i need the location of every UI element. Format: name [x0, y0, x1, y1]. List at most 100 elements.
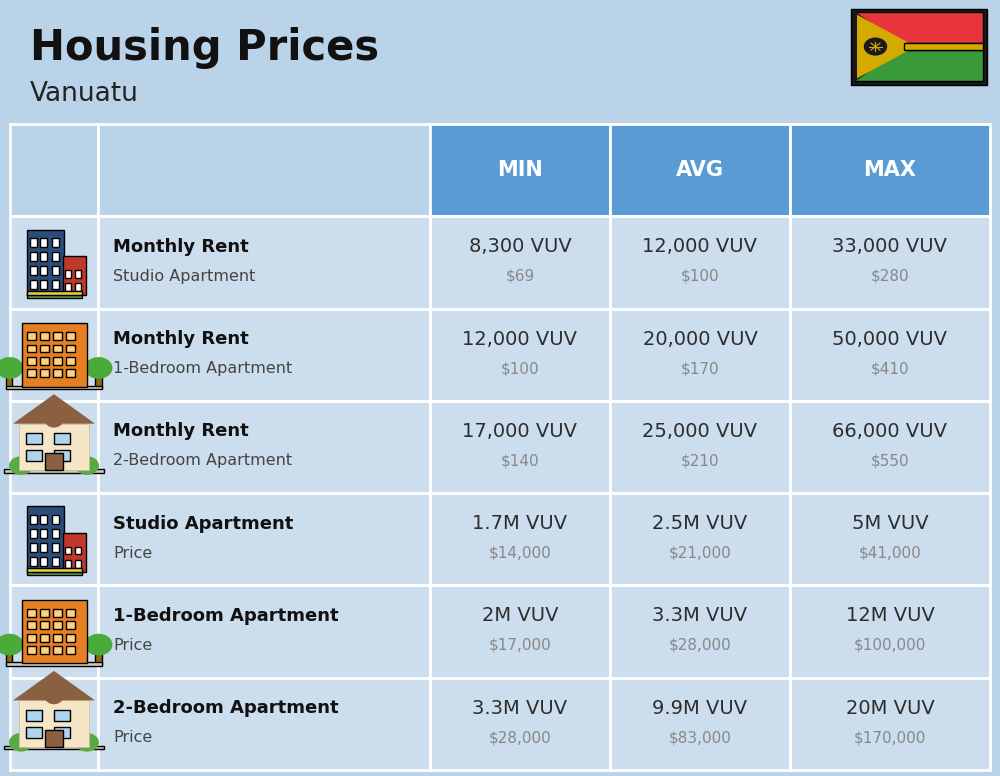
FancyBboxPatch shape	[40, 357, 48, 365]
FancyBboxPatch shape	[98, 309, 430, 401]
Circle shape	[75, 733, 99, 752]
Circle shape	[0, 634, 24, 656]
Text: $100: $100	[681, 269, 719, 284]
Text: Monthly Rent: Monthly Rent	[113, 238, 249, 256]
Circle shape	[84, 634, 112, 656]
FancyBboxPatch shape	[40, 646, 48, 654]
FancyBboxPatch shape	[430, 585, 610, 677]
FancyBboxPatch shape	[610, 493, 790, 585]
FancyBboxPatch shape	[75, 546, 81, 554]
FancyBboxPatch shape	[10, 677, 98, 770]
Text: $83,000: $83,000	[669, 730, 731, 745]
FancyBboxPatch shape	[54, 710, 70, 721]
FancyBboxPatch shape	[10, 124, 98, 217]
FancyBboxPatch shape	[790, 677, 990, 770]
Text: 17,000 VUV: 17,000 VUV	[462, 422, 578, 441]
Polygon shape	[13, 671, 95, 701]
FancyBboxPatch shape	[52, 280, 58, 289]
Text: Price: Price	[113, 638, 152, 653]
FancyBboxPatch shape	[26, 727, 42, 738]
FancyBboxPatch shape	[52, 252, 58, 262]
Circle shape	[9, 456, 33, 475]
FancyBboxPatch shape	[40, 369, 48, 377]
Text: 9.9M VUV: 9.9M VUV	[652, 698, 748, 718]
FancyBboxPatch shape	[40, 634, 48, 642]
Text: $280: $280	[871, 269, 909, 284]
Circle shape	[45, 691, 63, 705]
FancyBboxPatch shape	[26, 646, 36, 654]
FancyBboxPatch shape	[66, 634, 74, 642]
Text: Monthly Rent: Monthly Rent	[113, 331, 249, 348]
Text: MIN: MIN	[497, 161, 543, 180]
FancyBboxPatch shape	[4, 747, 104, 750]
FancyBboxPatch shape	[610, 401, 790, 493]
FancyBboxPatch shape	[98, 493, 430, 585]
FancyBboxPatch shape	[40, 252, 47, 262]
Text: $550: $550	[871, 453, 909, 469]
Text: $17,000: $17,000	[489, 638, 551, 653]
FancyBboxPatch shape	[26, 567, 82, 572]
Text: $140: $140	[501, 453, 539, 469]
Text: 12,000 VUV: 12,000 VUV	[462, 330, 578, 348]
FancyBboxPatch shape	[610, 585, 790, 677]
FancyBboxPatch shape	[430, 401, 610, 493]
FancyBboxPatch shape	[10, 309, 98, 401]
Polygon shape	[857, 15, 907, 78]
FancyBboxPatch shape	[10, 217, 98, 309]
FancyBboxPatch shape	[610, 124, 790, 217]
FancyBboxPatch shape	[26, 506, 64, 572]
FancyBboxPatch shape	[40, 514, 47, 524]
FancyBboxPatch shape	[6, 651, 12, 665]
FancyBboxPatch shape	[790, 493, 990, 585]
Circle shape	[84, 357, 112, 379]
FancyBboxPatch shape	[98, 401, 430, 493]
FancyBboxPatch shape	[30, 266, 36, 275]
Text: 1-Bedroom Apartment: 1-Bedroom Apartment	[113, 607, 339, 625]
Text: $210: $210	[681, 453, 719, 469]
FancyBboxPatch shape	[54, 433, 70, 444]
FancyBboxPatch shape	[40, 280, 47, 289]
FancyBboxPatch shape	[54, 727, 70, 738]
Text: $28,000: $28,000	[669, 638, 731, 653]
FancyBboxPatch shape	[790, 401, 990, 493]
FancyBboxPatch shape	[30, 556, 36, 566]
FancyBboxPatch shape	[52, 542, 58, 552]
Text: 5M VUV: 5M VUV	[852, 514, 928, 533]
Text: 2M VUV: 2M VUV	[482, 606, 558, 625]
FancyBboxPatch shape	[63, 532, 86, 572]
FancyBboxPatch shape	[10, 493, 98, 585]
FancyBboxPatch shape	[52, 238, 58, 248]
FancyBboxPatch shape	[40, 622, 48, 629]
FancyBboxPatch shape	[66, 609, 74, 617]
Text: 2-Bedroom Apartment: 2-Bedroom Apartment	[113, 453, 292, 469]
FancyBboxPatch shape	[45, 730, 63, 747]
Text: 12M VUV: 12M VUV	[846, 606, 934, 625]
FancyBboxPatch shape	[52, 369, 62, 377]
Text: $69: $69	[505, 269, 535, 284]
Circle shape	[0, 357, 24, 379]
FancyBboxPatch shape	[75, 270, 81, 278]
Text: Vanuatu: Vanuatu	[30, 81, 139, 108]
Text: 3.3M VUV: 3.3M VUV	[652, 606, 748, 625]
FancyBboxPatch shape	[430, 309, 610, 401]
FancyBboxPatch shape	[63, 256, 86, 296]
FancyBboxPatch shape	[66, 345, 74, 352]
Text: $100: $100	[501, 361, 539, 376]
FancyBboxPatch shape	[430, 493, 610, 585]
FancyBboxPatch shape	[26, 291, 82, 296]
FancyBboxPatch shape	[65, 546, 71, 554]
FancyBboxPatch shape	[26, 345, 36, 352]
FancyBboxPatch shape	[790, 585, 990, 677]
FancyBboxPatch shape	[6, 374, 12, 388]
FancyBboxPatch shape	[22, 323, 87, 386]
FancyBboxPatch shape	[75, 283, 81, 291]
Text: 3.3M VUV: 3.3M VUV	[472, 698, 568, 718]
FancyBboxPatch shape	[40, 238, 47, 248]
FancyBboxPatch shape	[30, 252, 36, 262]
Text: Studio Apartment: Studio Apartment	[113, 269, 255, 284]
FancyBboxPatch shape	[52, 556, 58, 566]
FancyBboxPatch shape	[6, 663, 102, 666]
FancyBboxPatch shape	[40, 266, 47, 275]
FancyBboxPatch shape	[52, 528, 58, 538]
FancyBboxPatch shape	[75, 559, 81, 567]
